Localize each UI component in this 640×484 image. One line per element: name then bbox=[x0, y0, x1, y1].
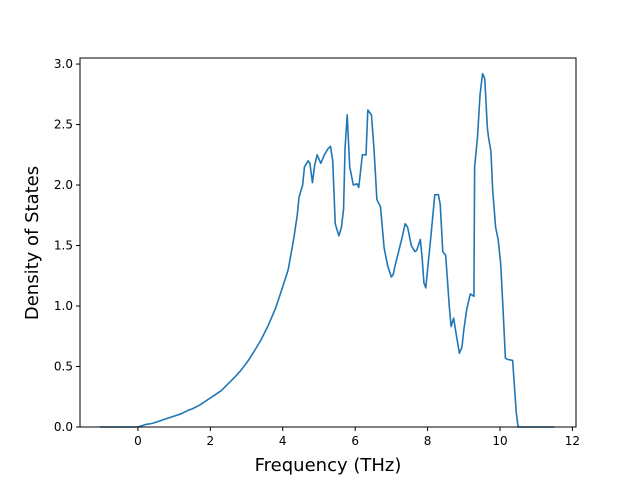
y-tick-label: 0.0 bbox=[54, 420, 73, 434]
x-axis-ticks: 0 2 4 6 8 10 12 bbox=[134, 427, 580, 448]
y-tick-label: 2.5 bbox=[54, 118, 73, 132]
plot-area bbox=[99, 72, 555, 428]
y-tick-label: 1.5 bbox=[54, 239, 73, 253]
x-tick-label: 8 bbox=[424, 434, 432, 448]
x-tick-label: 12 bbox=[565, 434, 580, 448]
y-tick-label: 1.0 bbox=[54, 299, 73, 313]
x-axis-label: Frequency (THz) bbox=[255, 455, 402, 476]
y-axis-ticks: 0.0 0.5 1.0 1.5 2.0 2.5 3.0 bbox=[54, 57, 80, 434]
x-tick-label: 2 bbox=[207, 434, 215, 448]
x-tick-label: 0 bbox=[134, 434, 142, 448]
dos-series-line bbox=[99, 72, 555, 428]
axes-frame bbox=[79, 57, 577, 428]
y-axis-label: Density of States bbox=[22, 166, 43, 320]
y-tick-label: 0.5 bbox=[54, 360, 73, 374]
x-tick-label: 6 bbox=[351, 434, 359, 448]
x-tick-label: 4 bbox=[279, 434, 287, 448]
x-tick-label: 10 bbox=[492, 434, 507, 448]
y-tick-label: 3.0 bbox=[54, 57, 73, 71]
y-tick-label: 2.0 bbox=[54, 178, 73, 192]
